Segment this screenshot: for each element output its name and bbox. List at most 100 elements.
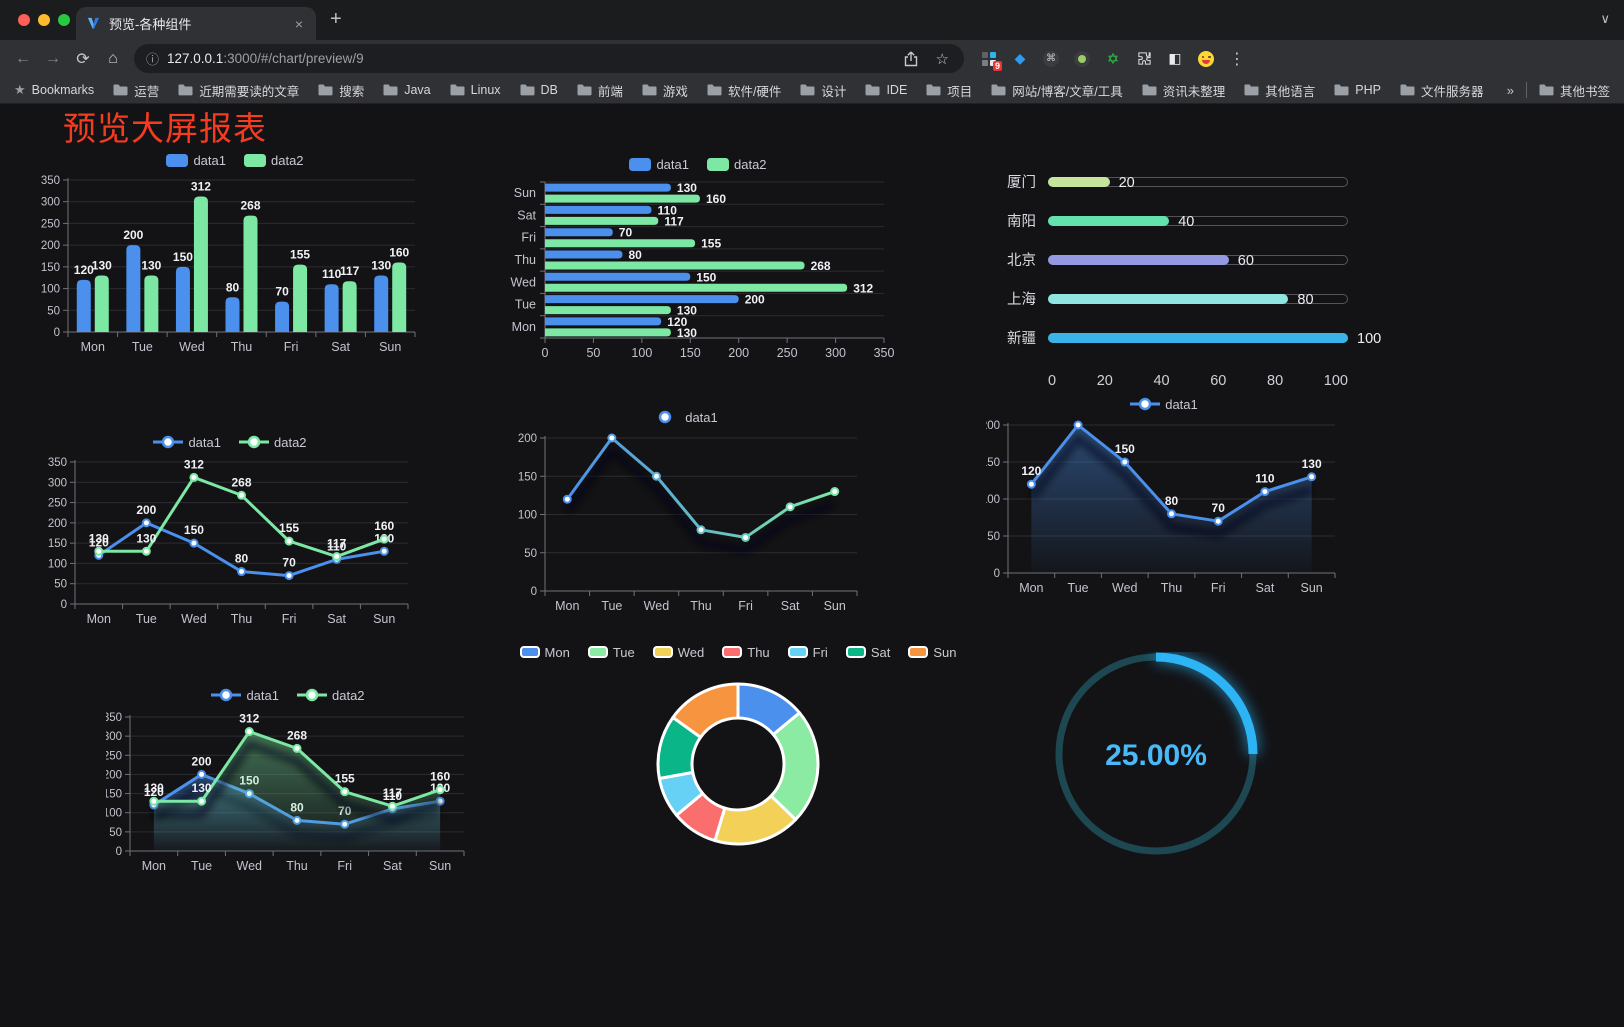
- legend-item[interactable]: data1: [1130, 397, 1198, 412]
- bookmark-star-icon[interactable]: ☆: [935, 50, 949, 68]
- extension-star-icon[interactable]: ✡: [1106, 50, 1120, 68]
- legend-item[interactable]: Tue: [587, 645, 635, 660]
- browser-tab[interactable]: 预览-各种组件 ×: [76, 7, 316, 40]
- svg-text:120: 120: [1021, 464, 1041, 478]
- legend-item[interactable]: data2: [239, 435, 307, 450]
- legend-item[interactable]: data2: [707, 157, 767, 172]
- svg-text:120: 120: [89, 535, 109, 549]
- address-bar[interactable]: ⓘ 127.0.0.1:3000/#/chart/preview/9 ☆: [134, 44, 964, 73]
- svg-text:Tue: Tue: [515, 298, 536, 312]
- legend-label: Sun: [933, 644, 957, 660]
- site-info-icon[interactable]: ⓘ: [146, 52, 160, 67]
- bookmark-folder[interactable]: 其他语言: [1244, 81, 1315, 100]
- bookmark-folder[interactable]: 近期需要读的文章: [178, 81, 299, 100]
- extensions-puzzle-icon[interactable]: [1135, 50, 1153, 68]
- home-icon[interactable]: ⌂: [108, 49, 118, 67]
- svg-text:Fri: Fri: [282, 612, 297, 626]
- browser-menu-icon[interactable]: ⋮: [1229, 50, 1245, 68]
- bookmark-folder[interactable]: 搜索: [318, 81, 364, 100]
- legend-item[interactable]: Mon: [519, 645, 570, 660]
- svg-text:Thu: Thu: [690, 599, 712, 613]
- bookmark-folder[interactable]: IDE: [865, 83, 907, 97]
- svg-text:70: 70: [282, 556, 296, 570]
- new-tab-button[interactable]: +: [330, 8, 342, 30]
- legend-item[interactable]: Sun: [908, 645, 956, 660]
- svg-text:150: 150: [518, 471, 537, 483]
- svg-text:312: 312: [239, 712, 259, 726]
- bookmark-folder[interactable]: 运营: [113, 81, 159, 100]
- bookmark-folder[interactable]: 前端: [577, 81, 623, 100]
- extension-command-icon[interactable]: ⌘: [1042, 50, 1060, 68]
- legend-item[interactable]: Fri: [787, 645, 828, 660]
- svg-text:117: 117: [327, 537, 347, 551]
- extension-emoji-icon[interactable]: [1197, 50, 1215, 68]
- legend-item[interactable]: data2: [244, 153, 304, 168]
- svg-text:Mon: Mon: [555, 599, 579, 613]
- minimize-window-button[interactable]: [38, 14, 50, 26]
- close-window-button[interactable]: [18, 14, 30, 26]
- svg-text:Thu: Thu: [514, 253, 536, 267]
- tab-search-chevron-icon[interactable]: ∨: [1600, 11, 1610, 26]
- svg-text:110: 110: [1255, 472, 1275, 486]
- legend-item[interactable]: data1: [211, 688, 279, 703]
- other-bookmarks-folder[interactable]: 其他书签: [1539, 81, 1610, 100]
- svg-text:0: 0: [531, 586, 537, 598]
- bookmark-folder[interactable]: 软件/硬件: [707, 81, 781, 100]
- legend-item[interactable]: data1: [650, 410, 718, 425]
- bookmarks-overflow-icon[interactable]: »: [1506, 82, 1514, 98]
- reload-icon[interactable]: ⟳: [76, 50, 90, 68]
- bookmark-folder[interactable]: 游戏: [642, 81, 688, 100]
- folder-icon: [318, 84, 333, 96]
- bookmark-folder[interactable]: 项目: [926, 81, 972, 100]
- extension-darkmode-icon[interactable]: ◧: [1168, 50, 1182, 66]
- svg-text:155: 155: [335, 772, 355, 786]
- share-icon[interactable]: [904, 51, 918, 67]
- chart-area-single: data1 0 50 100 150 200 Mon Tue Wed Thu Fri Sat Sun 12…: [986, 394, 1342, 600]
- svg-text:200: 200: [106, 769, 122, 781]
- legend-item[interactable]: Wed: [652, 645, 704, 660]
- svg-text:300: 300: [41, 197, 60, 209]
- extension-olive-icon[interactable]: [1073, 50, 1091, 68]
- legend-label: data2: [332, 687, 365, 703]
- bookmark-folder[interactable]: PHP: [1334, 83, 1381, 97]
- bookmark-folder[interactable]: 设计: [800, 81, 846, 100]
- svg-text:150: 150: [986, 457, 1000, 469]
- maximize-window-button[interactable]: [58, 14, 70, 26]
- axis-tick-label: 0: [1048, 373, 1057, 389]
- bookmarks-app[interactable]: ★ Bookmarks: [14, 82, 94, 98]
- svg-text:268: 268: [231, 475, 251, 489]
- bookmark-folder-list: 运营 近期需要读的文章 搜索 Java Linux DB 前端 游戏 软件/硬件 设计 IDE 项目 网…: [113, 81, 1502, 100]
- extension-dict-icon[interactable]: 9: [980, 50, 1002, 71]
- bookmark-folder[interactable]: 网站/博客/文章/工具: [991, 81, 1123, 100]
- close-tab-icon[interactable]: ×: [294, 15, 303, 32]
- back-icon[interactable]: ←: [15, 49, 31, 67]
- bookmark-folder-label: 运营: [134, 84, 160, 99]
- legend-item[interactable]: data1: [153, 435, 221, 450]
- folder-icon: [800, 84, 815, 96]
- svg-text:350: 350: [874, 346, 894, 360]
- bookmark-folder-label: 软件/硬件: [727, 84, 782, 99]
- legend-item[interactable]: data1: [629, 157, 689, 172]
- bookmark-folder[interactable]: 资讯未整理: [1142, 81, 1225, 100]
- progress-row: 新疆 100: [996, 318, 1381, 357]
- axis-tick-label: 80: [1267, 373, 1284, 389]
- bookmark-folder[interactable]: Java: [383, 83, 431, 97]
- url-text[interactable]: 127.0.0.1:3000/#/chart/preview/9: [167, 51, 364, 66]
- bookmark-folder-label: 网站/博客/文章/工具: [1012, 84, 1123, 99]
- legend-item[interactable]: Thu: [722, 645, 770, 660]
- svg-text:155: 155: [290, 248, 310, 262]
- svg-text:312: 312: [853, 281, 873, 295]
- bookmark-folder[interactable]: DB: [520, 83, 558, 97]
- forward-icon[interactable]: →: [45, 49, 61, 67]
- bookmarks-label: Bookmarks: [31, 83, 95, 97]
- svg-text:Sun: Sun: [373, 612, 395, 626]
- bookmark-folder-label: DB: [540, 83, 558, 97]
- bookmark-folder[interactable]: 文件服务器: [1400, 81, 1483, 100]
- bookmark-folder[interactable]: Linux: [450, 83, 501, 97]
- legend-item[interactable]: Sat: [845, 645, 890, 660]
- legend-item[interactable]: data2: [297, 688, 365, 703]
- chart-donut: Mon Tue Wed Thu Fri Sat Sun: [519, 642, 956, 884]
- extension-kite-icon[interactable]: ◆: [1014, 50, 1026, 66]
- legend-item[interactable]: data1: [166, 153, 226, 168]
- svg-text:100: 100: [41, 284, 60, 296]
